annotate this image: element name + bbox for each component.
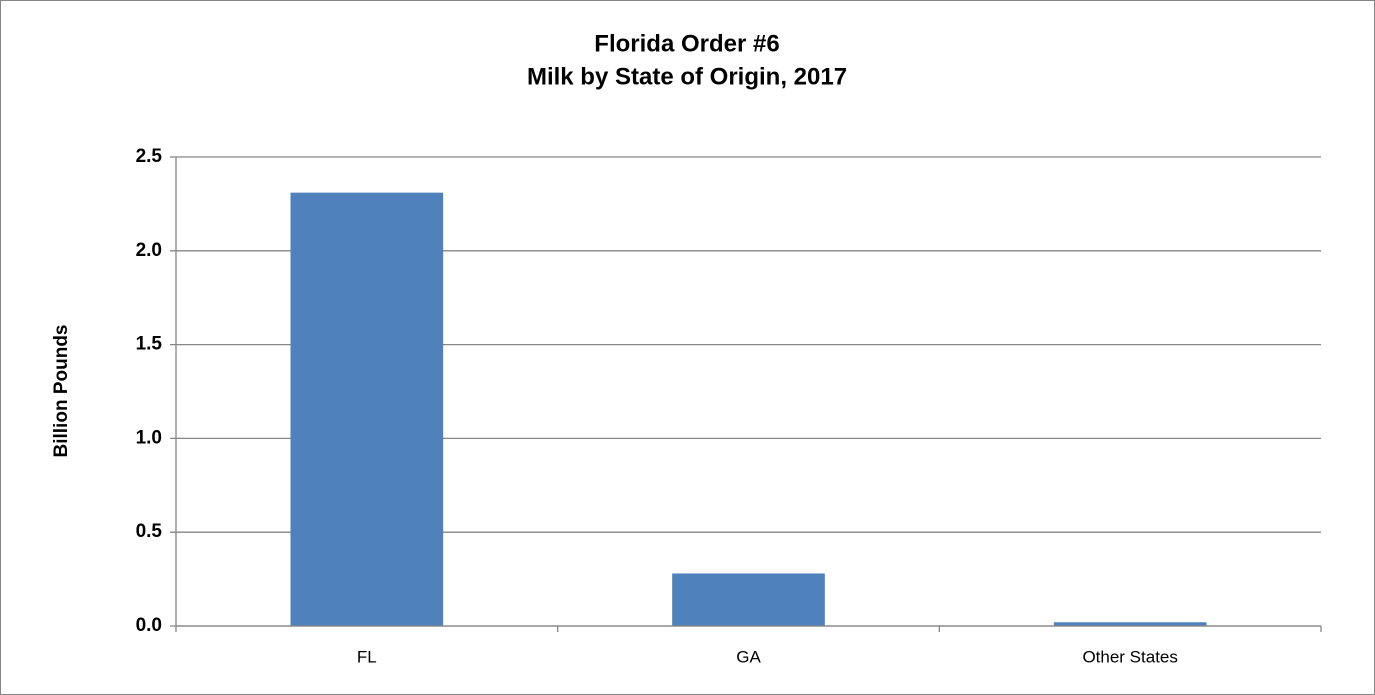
- y-tick-label: 2.0: [136, 240, 162, 261]
- y-tick-label: 0.0: [136, 615, 162, 636]
- bar: [290, 192, 444, 627]
- y-axis-label: Billion Pounds: [51, 325, 72, 458]
- chart-title: Florida Order #6: [594, 30, 779, 57]
- chart-title: Milk by State of Origin, 2017: [527, 63, 847, 90]
- x-tick-label: GA: [736, 647, 761, 666]
- bar: [672, 573, 825, 626]
- bar: [1053, 622, 1207, 626]
- y-tick-label: 0.5: [136, 521, 163, 542]
- x-tick-label: Other States: [1082, 647, 1177, 666]
- y-tick-label: 1.5: [136, 334, 163, 355]
- y-tick-label: 2.5: [136, 146, 163, 167]
- y-tick-label: 1.0: [136, 427, 162, 448]
- x-tick-label: FL: [357, 647, 377, 666]
